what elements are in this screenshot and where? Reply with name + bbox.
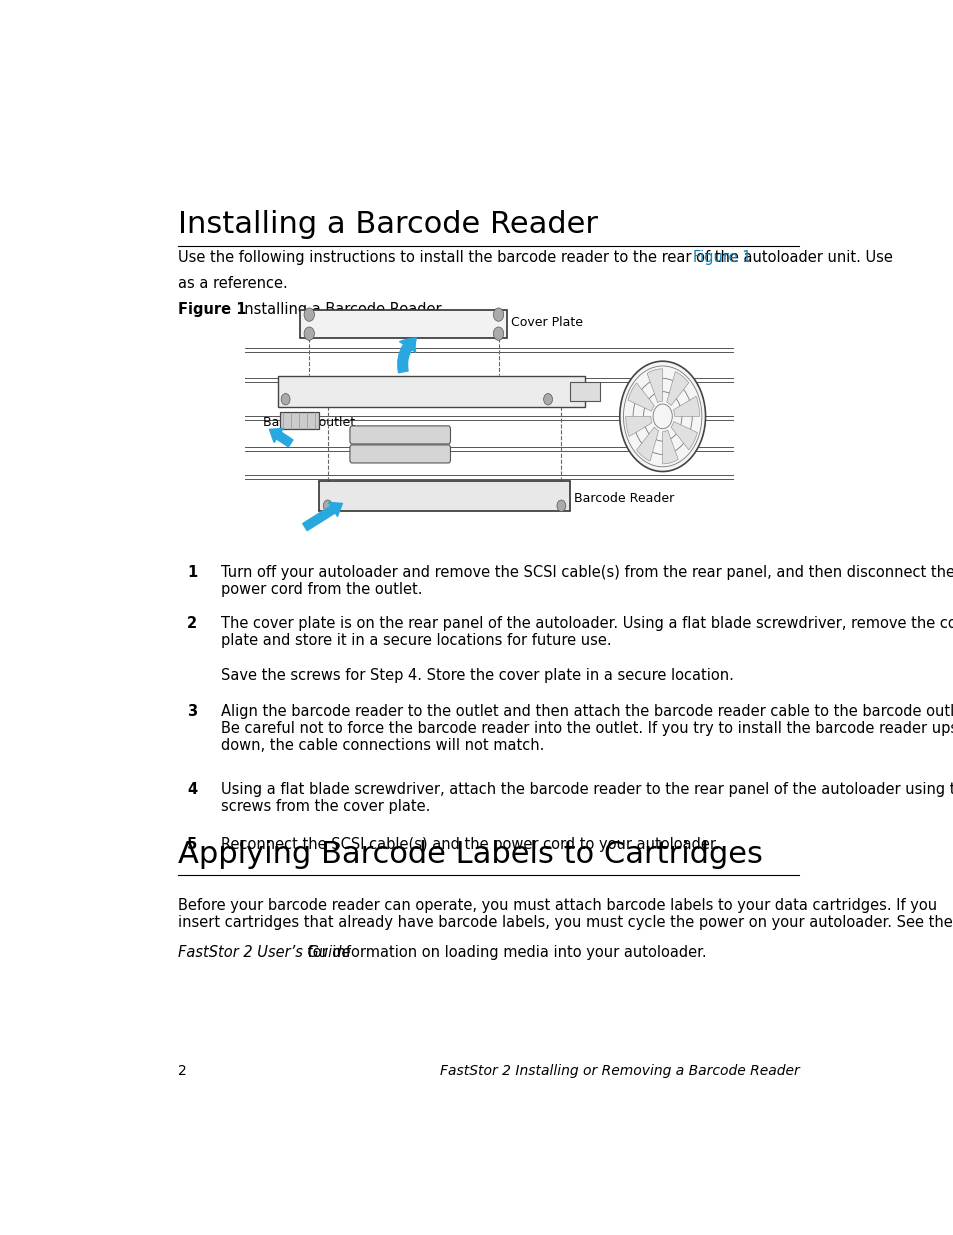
Text: Cable: Cable	[403, 446, 439, 459]
Polygon shape	[670, 421, 697, 450]
Circle shape	[323, 500, 332, 511]
Circle shape	[543, 394, 552, 405]
Polygon shape	[666, 372, 688, 405]
Text: Barcode Reader: Barcode Reader	[574, 492, 674, 505]
Polygon shape	[636, 427, 658, 461]
Circle shape	[557, 500, 565, 511]
Circle shape	[619, 361, 705, 472]
Circle shape	[281, 394, 290, 405]
Text: FastStor 2 Installing or Removing a Barcode Reader: FastStor 2 Installing or Removing a Barc…	[439, 1065, 799, 1078]
Text: Turn off your autoloader and remove the SCSI cable(s) from the rear panel, and t: Turn off your autoloader and remove the …	[221, 564, 953, 597]
Text: 5: 5	[187, 836, 197, 852]
Text: Barcode outlet: Barcode outlet	[263, 415, 355, 429]
Text: Align the barcode reader to the outlet and then attach the barcode reader cable : Align the barcode reader to the outlet a…	[221, 704, 953, 753]
Text: Figure 1: Figure 1	[178, 303, 247, 317]
Polygon shape	[662, 430, 678, 464]
Text: for information on loading media into your autoloader.: for information on loading media into yo…	[302, 945, 705, 960]
Text: Installing a Barcode Reader: Installing a Barcode Reader	[239, 303, 441, 317]
Text: Figure 1: Figure 1	[692, 249, 751, 266]
FancyArrowPatch shape	[302, 503, 342, 531]
Polygon shape	[646, 369, 662, 403]
FancyBboxPatch shape	[318, 482, 570, 511]
Text: Applying Barcode Labels to Cartridges: Applying Barcode Labels to Cartridges	[178, 841, 762, 869]
Polygon shape	[673, 396, 699, 416]
Polygon shape	[627, 383, 654, 411]
FancyBboxPatch shape	[350, 426, 450, 443]
Text: FastStor 2 User’s Guide: FastStor 2 User’s Guide	[178, 945, 351, 960]
Text: 4: 4	[187, 782, 197, 797]
Circle shape	[304, 308, 314, 321]
Polygon shape	[625, 416, 651, 436]
FancyBboxPatch shape	[350, 445, 450, 463]
FancyArrowPatch shape	[397, 338, 416, 373]
Circle shape	[493, 327, 503, 341]
FancyBboxPatch shape	[570, 382, 599, 401]
Text: Before your barcode reader can operate, you must attach barcode labels to your d: Before your barcode reader can operate, …	[178, 898, 952, 930]
Text: Using a flat blade screwdriver, attach the barcode reader to the rear panel of t: Using a flat blade screwdriver, attach t…	[221, 782, 953, 814]
FancyArrowPatch shape	[269, 429, 293, 447]
Text: Installing a Barcode Reader: Installing a Barcode Reader	[178, 210, 598, 240]
Circle shape	[304, 327, 314, 341]
Text: 2: 2	[187, 616, 197, 631]
FancyBboxPatch shape	[278, 377, 584, 406]
FancyBboxPatch shape	[280, 411, 318, 429]
Text: The cover plate is on the rear panel of the autoloader. Using a flat blade screw: The cover plate is on the rear panel of …	[221, 616, 953, 683]
FancyBboxPatch shape	[300, 310, 507, 338]
Text: 3: 3	[187, 704, 197, 719]
Text: Reconnect the SCSI cable(s) and the power cord to your autoloader.: Reconnect the SCSI cable(s) and the powe…	[221, 836, 719, 852]
Text: 1: 1	[187, 564, 197, 579]
Text: Use the following instructions to install the barcode reader to the rear of the : Use the following instructions to instal…	[178, 249, 897, 266]
Text: 2: 2	[178, 1065, 187, 1078]
Text: Cover Plate: Cover Plate	[511, 316, 582, 329]
Text: as a reference.: as a reference.	[178, 275, 288, 290]
Circle shape	[493, 308, 503, 321]
